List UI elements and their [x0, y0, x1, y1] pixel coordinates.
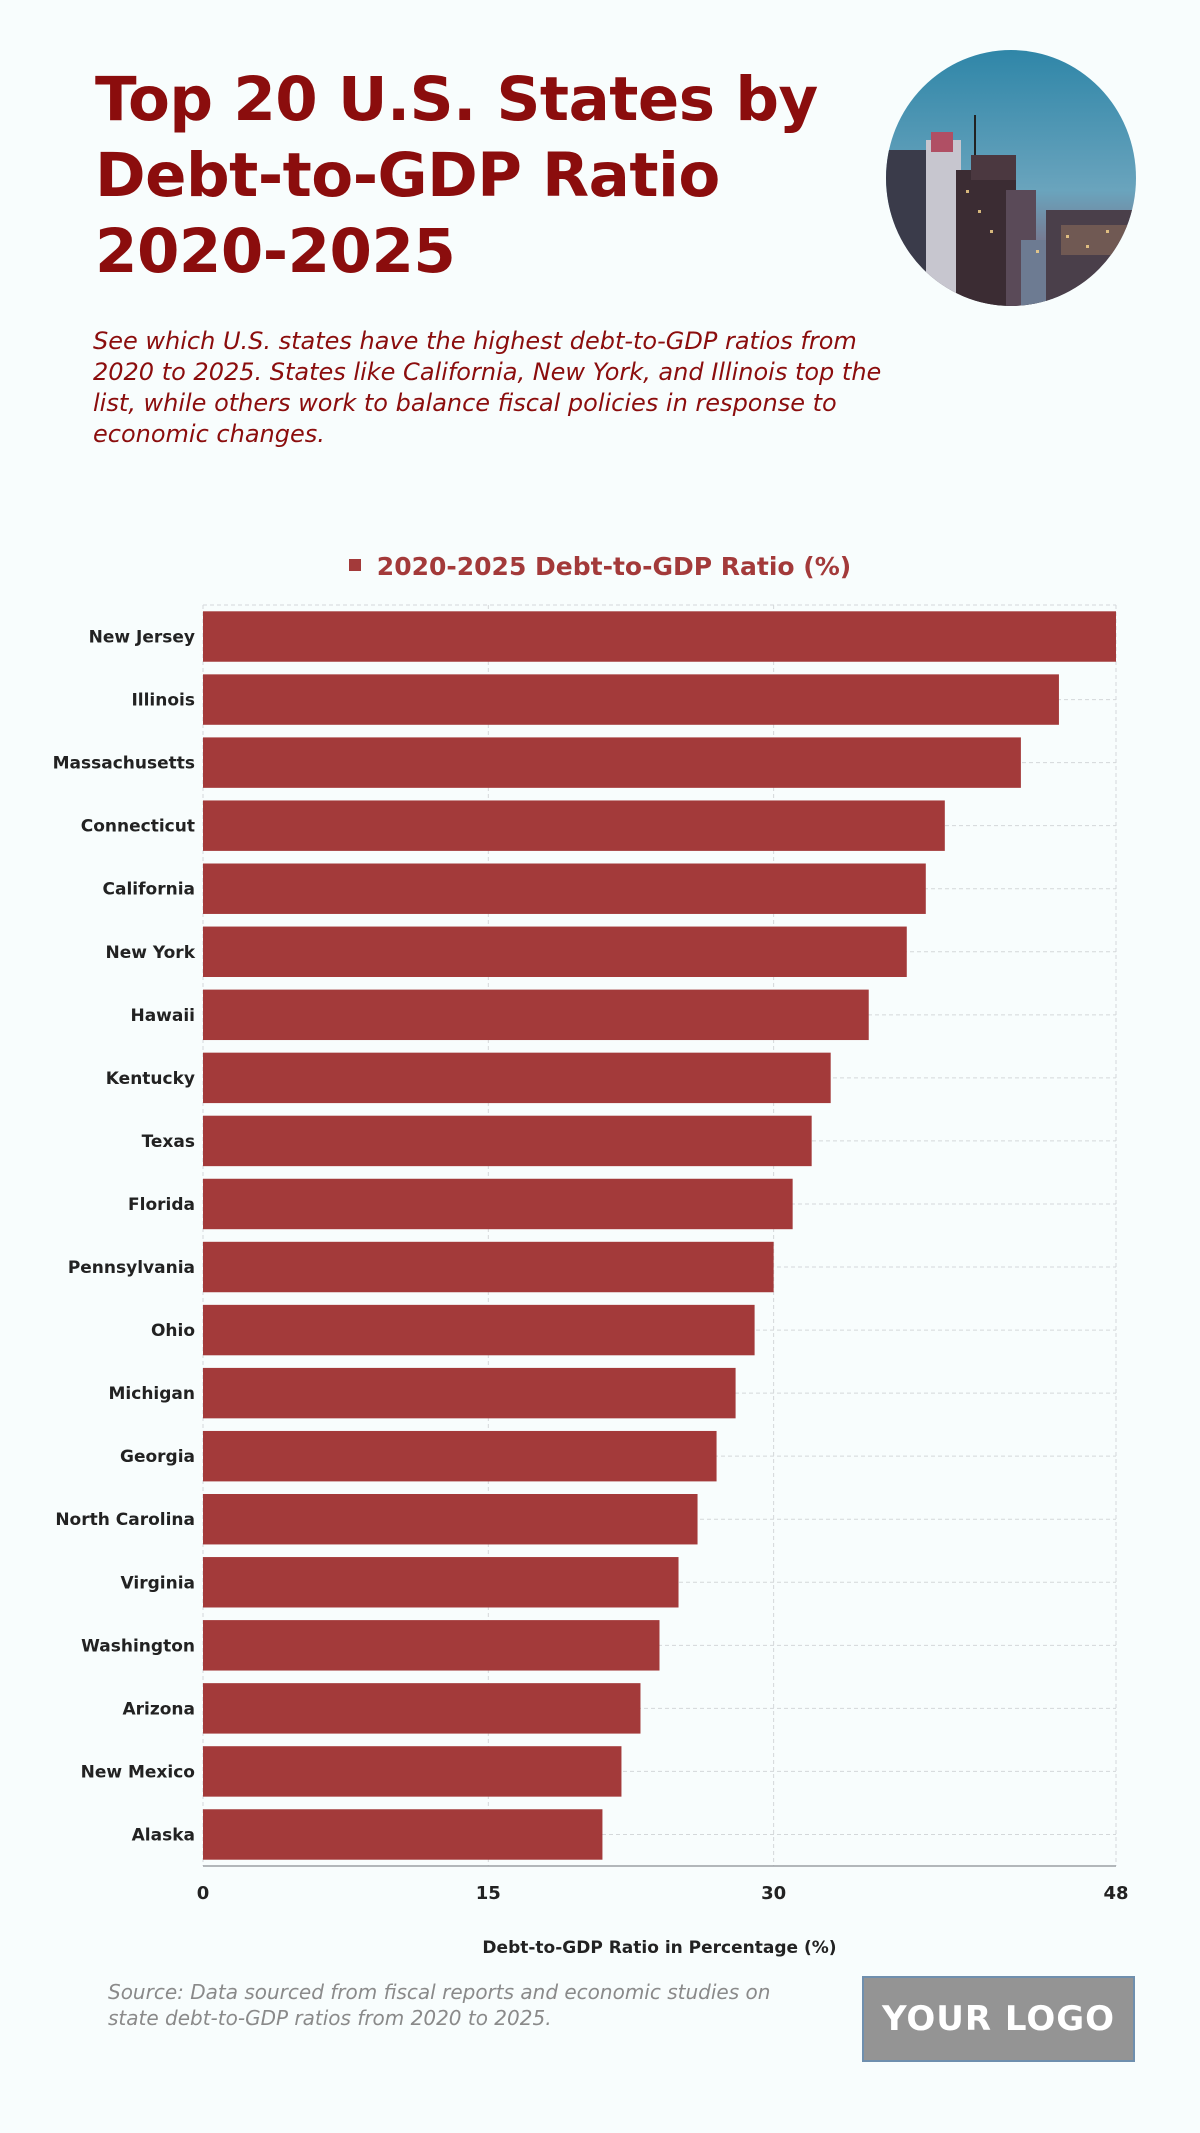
x-tick-label: 15	[476, 1883, 501, 1904]
bar-connecticut	[203, 800, 945, 851]
bar-washington	[203, 1620, 660, 1671]
bar-alaska	[203, 1809, 603, 1860]
bar-ohio	[203, 1304, 755, 1356]
legend-swatch	[348, 559, 361, 571]
category-label: New Mexico	[81, 1762, 195, 1782]
category-label: Virginia	[121, 1573, 195, 1593]
page-subtitle: See which U.S. states have the highest d…	[93, 327, 882, 448]
x-tick-label: 30	[761, 1883, 786, 1904]
category-label: Pennsylvania	[68, 1258, 195, 1278]
legend-label: 2020-2025 Debt-to-GDP Ratio (%)	[376, 552, 852, 581]
bar-florida	[203, 1178, 793, 1230]
bar-georgia	[203, 1430, 717, 1482]
bar-texas	[203, 1115, 812, 1167]
bar-new-jersey	[203, 611, 1116, 662]
category-label: Illinois	[131, 691, 195, 711]
bar-massachusetts	[203, 737, 1021, 788]
x-tick-label: 48	[1103, 1883, 1128, 1904]
bar-california	[203, 863, 926, 914]
category-label: New York	[106, 943, 196, 963]
bar-north-carolina	[203, 1494, 698, 1545]
logo-placeholder: YOUR LOGO	[862, 1976, 1135, 2062]
category-label: Washington	[81, 1636, 195, 1656]
category-label: Massachusetts	[53, 754, 195, 774]
bar-hawaii	[203, 989, 869, 1041]
bar-virginia	[203, 1557, 679, 1608]
bar-new-york	[203, 926, 907, 977]
category-label: Alaska	[132, 1825, 195, 1845]
bar-michigan	[203, 1367, 736, 1419]
bar-pennsylvania	[203, 1241, 774, 1293]
category-label: Georgia	[120, 1447, 195, 1467]
x-tick-label: 0	[197, 1883, 210, 1904]
bar-chart: New Jersey Illinois Massachusetts Connectic…	[53, 604, 1129, 1958]
category-label: New Jersey	[89, 628, 195, 648]
category-label: Connecticut	[81, 817, 195, 837]
bar-new-mexico	[203, 1746, 622, 1797]
category-label: Florida	[128, 1195, 195, 1215]
category-label: Arizona	[122, 1699, 195, 1719]
bar-kentucky	[203, 1052, 831, 1104]
category-label: Hawaii	[130, 1006, 195, 1026]
x-axis-title: Debt-to-GDP Ratio in Percentage (%)	[482, 1938, 836, 1958]
category-label: California	[103, 880, 195, 900]
chart-legend: 2020-2025 Debt-to-GDP Ratio (%)	[0, 552, 1200, 581]
category-label: Kentucky	[106, 1069, 195, 1089]
bar-arizona	[203, 1683, 641, 1734]
page-title: Top 20 U.S. States by Debt-to-GDP Ratio …	[95, 64, 818, 287]
category-label: Ohio	[151, 1321, 195, 1341]
category-label: Michigan	[109, 1384, 196, 1404]
source-note: Source: Data sourced from fiscal reports…	[108, 1980, 771, 2030]
category-label: Texas	[142, 1132, 195, 1152]
bar-illinois	[203, 674, 1059, 725]
category-label: North Carolina	[55, 1510, 195, 1530]
